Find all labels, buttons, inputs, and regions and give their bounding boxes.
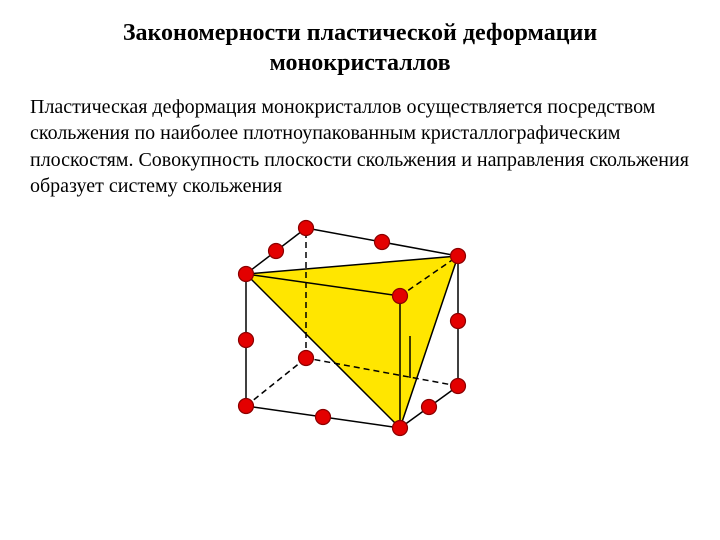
atom-node <box>451 313 466 328</box>
atom-node <box>239 398 254 413</box>
atom-node <box>239 266 254 281</box>
page-title: Закономерности пластической деформации м… <box>0 0 720 78</box>
atom-node <box>422 399 437 414</box>
atom-node <box>451 248 466 263</box>
atom-node <box>316 409 331 424</box>
atom-node <box>451 378 466 393</box>
lattice-edge <box>246 358 306 406</box>
title-line2: монокристаллов <box>0 48 720 78</box>
atom-node <box>299 220 314 235</box>
crystal-diagram-container <box>0 208 720 468</box>
body-paragraph: Пластическая деформация монокристаллов о… <box>0 78 720 200</box>
title-line1: Закономерности пластической деформации <box>0 18 720 48</box>
atom-node <box>299 350 314 365</box>
atom-node <box>393 420 408 435</box>
atom-node <box>375 234 390 249</box>
crystal-diagram <box>210 208 510 468</box>
atom-node <box>393 288 408 303</box>
atom-node <box>239 332 254 347</box>
atom-node <box>269 243 284 258</box>
